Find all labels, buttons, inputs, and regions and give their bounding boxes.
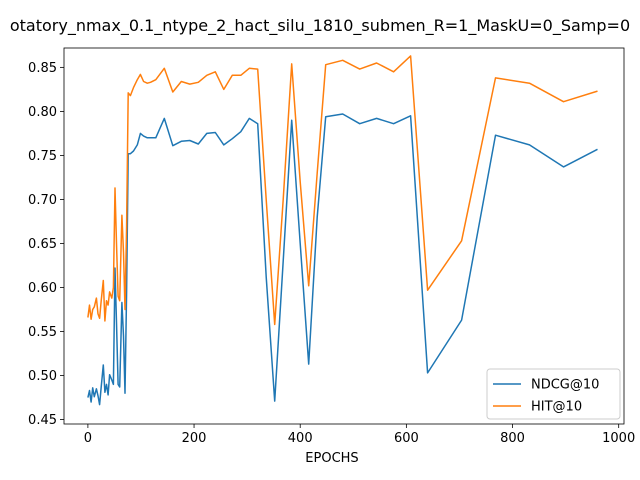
legend: NDCG@10 HIT@10: [486, 368, 621, 420]
y-tick-label: 0.80: [28, 105, 57, 120]
series-line-ndcg-10: [87, 113, 598, 406]
y-tick-label: 0.75: [28, 149, 57, 164]
y-tick-label: 0.45: [28, 413, 57, 428]
plot-frame: [63, 47, 625, 425]
legend-label: HIT@10: [531, 400, 582, 415]
y-tick-label: 0.70: [28, 193, 57, 208]
x-tick-label: 0: [84, 431, 92, 446]
x-tick-label: 800: [500, 431, 525, 446]
x-tick-label: 600: [394, 431, 419, 446]
x-tick-label: 400: [288, 431, 313, 446]
y-tick-label: 0.65: [28, 237, 57, 252]
y-tick-label: 0.85: [28, 61, 57, 76]
y-tick-label: 0.55: [28, 325, 57, 340]
chart-title: otatory_nmax_0.1_ntype_2_hact_silu_1810_…: [10, 16, 630, 36]
x-tick-label: 200: [182, 431, 207, 446]
x-tick-label: 1000: [602, 431, 635, 446]
y-tick-label: 0.50: [28, 369, 57, 384]
y-tick-label: 0.60: [28, 281, 57, 296]
legend-label: NDCG@10: [531, 378, 599, 393]
axes: 0 200 400 600 800 1000 0.45 0.50 0.55 0.60 0.65 0.7…: [28, 47, 635, 446]
x-axis-label: EPOCHS: [305, 451, 358, 466]
series-line-hit-10: [87, 55, 598, 326]
plot-series: [87, 55, 598, 406]
